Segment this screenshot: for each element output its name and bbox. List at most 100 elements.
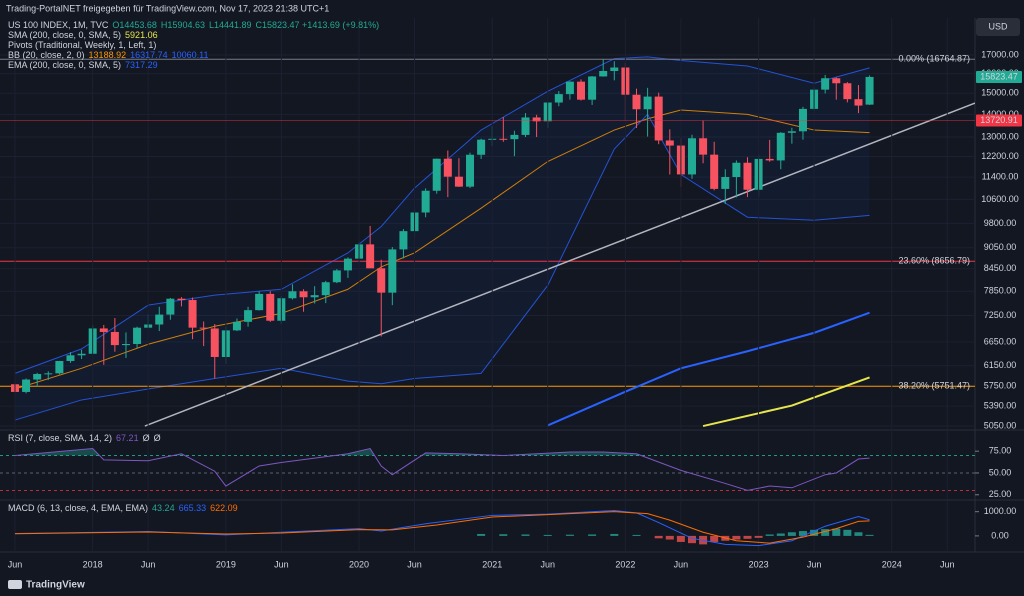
macd-histogram <box>765 534 774 536</box>
candle-body <box>554 94 563 103</box>
candle-body <box>665 140 674 146</box>
bb-basis <box>14 109 870 390</box>
x-tick-label: 2019 <box>216 559 236 569</box>
legend-text: US 100 INDEX, 1M, TVC <box>8 20 109 30</box>
rsi-tick-label: 25.00 <box>989 489 1012 499</box>
macd-histogram <box>821 529 830 536</box>
candle-body <box>654 96 663 141</box>
logo <box>8 580 22 589</box>
ema-line <box>547 311 870 427</box>
macd-legend: MACD (6, 13, close, 4, EMA, EMA) 43.24 665… <box>8 503 238 513</box>
candle-body <box>188 300 197 328</box>
candle-body <box>565 81 574 95</box>
legend-row: US 100 INDEX, 1M, TVC O14453.68 H15904.63 L… <box>8 20 379 30</box>
price-tag: 15823.47 <box>980 71 1018 81</box>
candle-body <box>343 258 352 271</box>
candle-body <box>377 268 386 293</box>
candle-body <box>532 117 541 122</box>
candle-body <box>588 76 597 100</box>
x-tick-label: Jun <box>540 559 555 569</box>
macd-histogram <box>610 533 619 536</box>
x-tick-label: Jun <box>674 559 689 569</box>
legend-text: C15823.47 +1413.69 (+9.81%) <box>256 20 380 30</box>
macd-histogram <box>754 535 763 538</box>
candle-body <box>499 138 508 140</box>
candle-body <box>776 132 785 161</box>
legend-text: Pivots (Traditional, Weekly, 1, Left, 1) <box>8 40 156 50</box>
y-tick-label: 15000.00 <box>981 88 1019 98</box>
price-tag: 13720.91 <box>980 115 1018 125</box>
y-tick-label: 11400.00 <box>982 172 1019 182</box>
legend-text: 16317.74 <box>130 50 168 60</box>
x-tick-label: Jun <box>940 559 955 569</box>
macd-tick-label: 1000.00 <box>984 506 1017 516</box>
trendline-line <box>144 102 975 427</box>
x-tick-label: Jun <box>407 559 422 569</box>
candle-body <box>121 343 130 346</box>
rsi-legend: RSI (7, close, SMA, 14, 2) 67.21 Ø Ø <box>8 433 161 443</box>
macd-tick-label: 0.00 <box>991 530 1009 540</box>
y-tick-label: 5390.00 <box>984 401 1017 411</box>
candle-body <box>155 314 164 325</box>
bb-fill <box>14 56 870 421</box>
candle-body <box>432 158 441 191</box>
candle-body <box>854 99 863 106</box>
macd-line <box>14 509 870 547</box>
legend-row: SMA (200, close, 0, SMA, 5) 5921.06 <box>8 30 158 40</box>
macd-histogram <box>687 535 696 544</box>
macd-histogram <box>477 533 486 536</box>
legend-row: EMA (200, close, 0, SMA, 5) 7317.29 <box>8 60 158 70</box>
y-tick-label: 10600.00 <box>981 194 1019 204</box>
candle-body <box>643 96 652 110</box>
legend-text: 5921.06 <box>125 30 158 40</box>
y-tick-label: 8450.00 <box>984 263 1017 273</box>
candle-body <box>732 162 741 178</box>
candle-body <box>321 282 330 296</box>
macd-value: 43.24 <box>152 503 175 513</box>
y-tick-label: 12200.00 <box>981 151 1019 161</box>
rsi-value: Ø <box>154 433 161 443</box>
candle-body <box>399 231 408 250</box>
x-tick-label: 2024 <box>882 559 902 569</box>
snapshot-title: Trading-PortalNET freigegeben für Tradin… <box>6 3 329 13</box>
macd-histogram <box>632 534 641 536</box>
macd-value: 622.09 <box>210 503 238 513</box>
macd-histogram <box>588 534 597 536</box>
legend-text: EMA (200, close, 0, SMA, 5) <box>8 60 121 70</box>
macd-histogram <box>787 532 796 536</box>
fib-label: 0.00% (16764.87) <box>898 54 970 64</box>
candle-body <box>266 293 275 321</box>
macd-histogram <box>832 528 841 536</box>
candle-body <box>33 373 42 380</box>
candle-body <box>166 298 175 315</box>
rsi-title: RSI (7, close, SMA, 14, 2) <box>8 433 112 443</box>
currency-box[interactable] <box>976 18 1020 36</box>
legend-text: O14453.68 <box>112 20 157 30</box>
candle-body <box>199 327 208 329</box>
legend-text: H15904.63 <box>161 20 205 30</box>
currency[interactable]: USD <box>988 21 1008 31</box>
candle-body <box>798 108 807 132</box>
legend-text: BB (20, close, 2, 0) <box>8 50 85 60</box>
y-tick-label: 13000.00 <box>981 131 1019 141</box>
macd-histogram <box>810 529 819 536</box>
rsi-overbought-fill <box>14 448 870 456</box>
macd-histogram <box>798 531 807 536</box>
macd-value: 665.33 <box>179 503 207 513</box>
macd-histogram <box>654 535 663 539</box>
candle-body <box>77 353 86 356</box>
candle-body <box>22 379 31 392</box>
rsi-value: 67.21 <box>116 433 139 443</box>
candle-body <box>110 331 119 346</box>
candle-body <box>299 291 308 298</box>
candle-body <box>332 270 341 283</box>
candle-body <box>66 355 75 361</box>
macd-title: MACD (6, 13, close, 4, EMA, EMA) <box>8 503 148 513</box>
y-tick-label: 9050.00 <box>984 242 1017 252</box>
sma-line <box>702 376 870 428</box>
macd-histogram <box>743 535 752 539</box>
candle-body <box>310 295 319 298</box>
candle-body <box>687 138 696 175</box>
rsi-value: Ø <box>143 433 150 443</box>
x-tick-label: 2023 <box>749 559 769 569</box>
